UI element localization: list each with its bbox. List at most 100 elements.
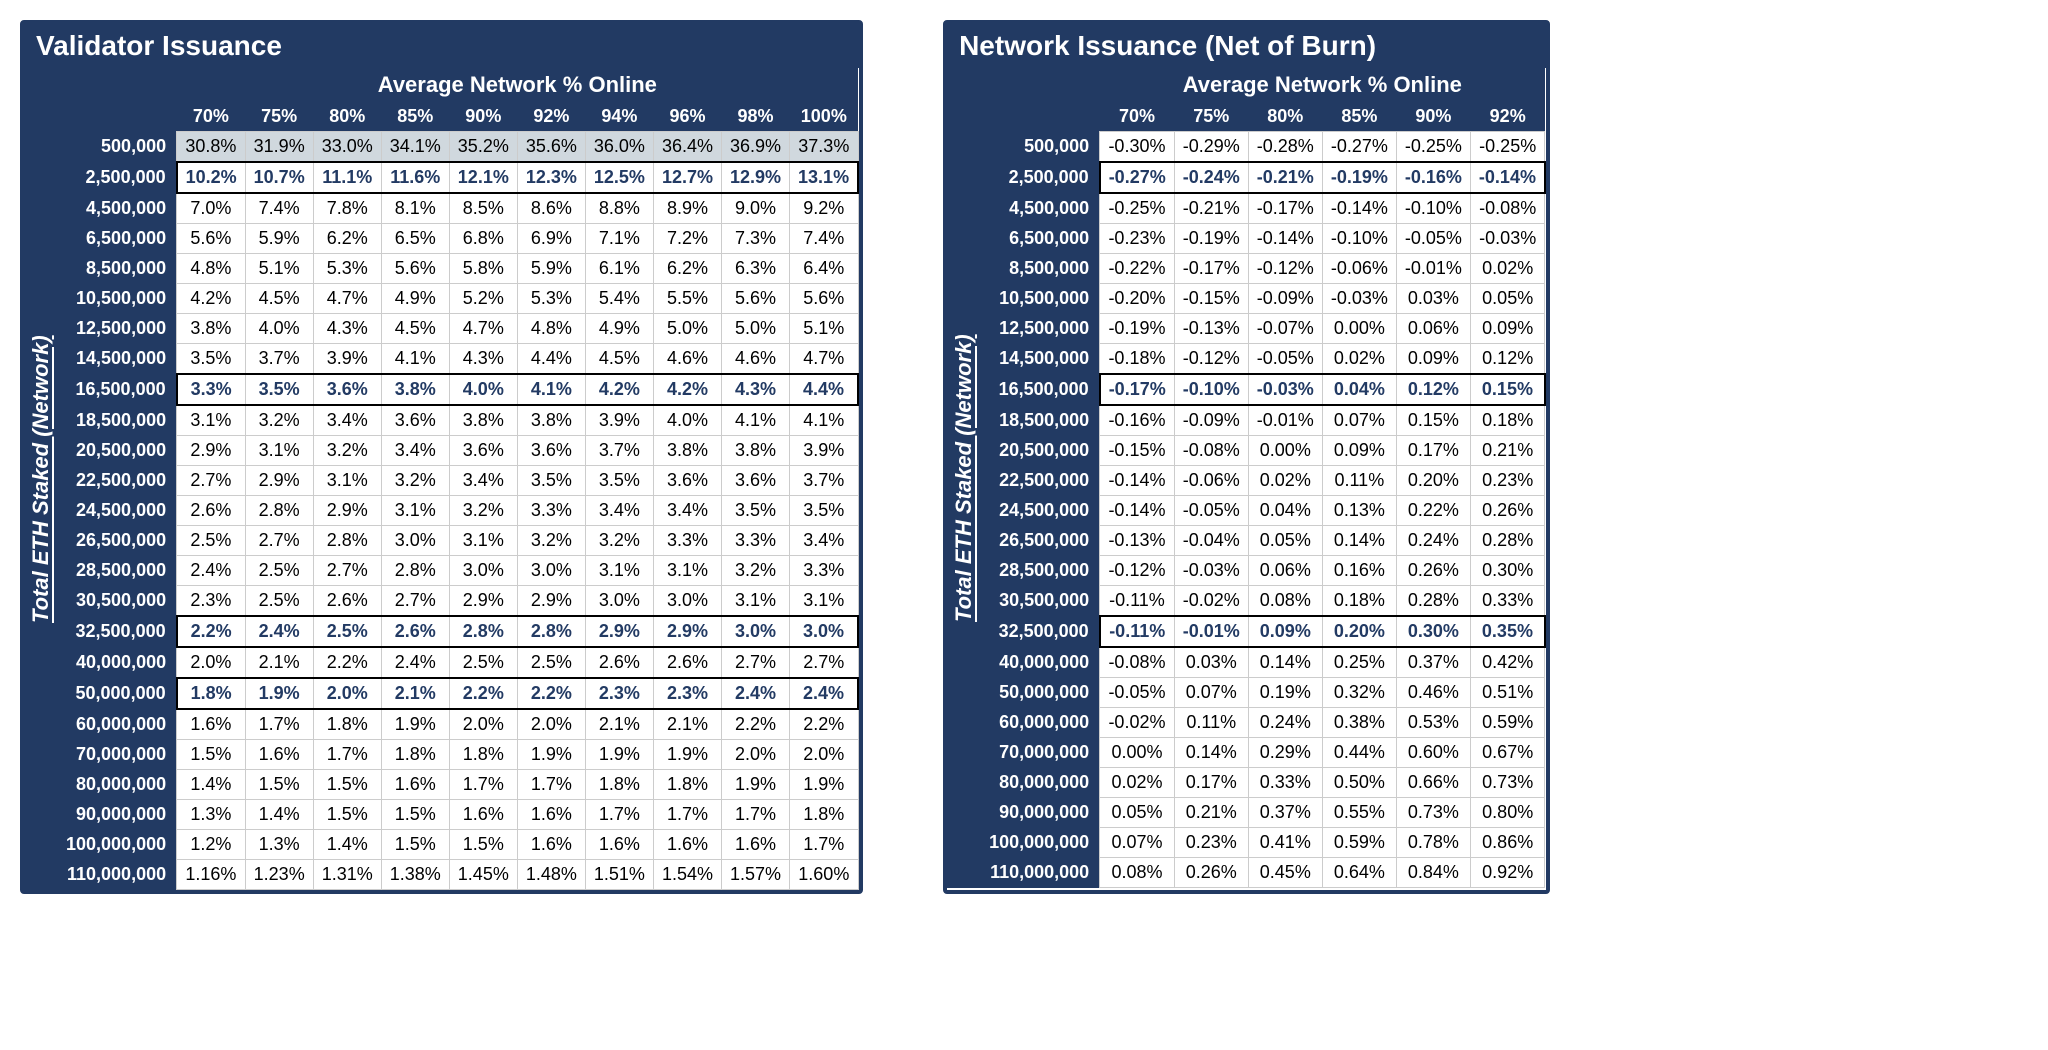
data-cell: 0.59% xyxy=(1470,708,1545,738)
data-cell: 3.8% xyxy=(721,436,789,466)
col-header: 98% xyxy=(721,102,789,132)
data-cell: -0.12% xyxy=(1100,556,1175,586)
data-cell: 1.5% xyxy=(449,830,517,860)
data-cell: 1.5% xyxy=(381,830,449,860)
data-cell: 2.7% xyxy=(245,526,313,556)
data-cell: 7.3% xyxy=(721,224,789,254)
data-cell: 5.3% xyxy=(313,254,381,284)
data-cell: -0.21% xyxy=(1248,162,1322,193)
corner-cell xyxy=(981,68,1100,102)
data-cell: -0.15% xyxy=(1100,436,1175,466)
data-cell: 0.92% xyxy=(1470,858,1545,888)
data-cell: 0.21% xyxy=(1470,436,1545,466)
data-cell: 3.3% xyxy=(721,526,789,556)
table-row: 28,500,0002.4%2.5%2.7%2.8%3.0%3.0%3.1%3.… xyxy=(58,556,858,586)
data-cell: 1.9% xyxy=(653,740,721,770)
row-header: 90,000,000 xyxy=(58,800,177,830)
row-header: 500,000 xyxy=(58,132,177,163)
data-cell: -0.13% xyxy=(1174,314,1248,344)
col-header: 90% xyxy=(449,102,517,132)
data-cell: 0.02% xyxy=(1248,466,1322,496)
data-table: Average Network % Online70%75%80%85%90%9… xyxy=(981,68,1546,888)
data-cell: 3.1% xyxy=(585,556,653,586)
data-cell: 2.4% xyxy=(381,647,449,678)
table-row: 28,500,000-0.12%-0.03%0.06%0.16%0.26%0.3… xyxy=(981,556,1545,586)
data-cell: 0.66% xyxy=(1396,768,1470,798)
data-cell: 1.54% xyxy=(653,860,721,890)
row-header: 40,000,000 xyxy=(58,647,177,678)
data-cell: 2.3% xyxy=(585,678,653,709)
data-cell: 2.1% xyxy=(653,709,721,740)
data-cell: 1.8% xyxy=(653,770,721,800)
data-cell: 0.30% xyxy=(1470,556,1545,586)
data-cell: 1.7% xyxy=(585,800,653,830)
data-cell: 2.6% xyxy=(381,616,449,647)
data-cell: -0.20% xyxy=(1100,284,1175,314)
data-cell: 1.6% xyxy=(585,830,653,860)
data-cell: 0.07% xyxy=(1322,405,1396,436)
data-cell: 1.23% xyxy=(245,860,313,890)
data-cell: 4.5% xyxy=(585,344,653,375)
data-cell: 11.6% xyxy=(381,162,449,193)
data-cell: 1.5% xyxy=(177,740,246,770)
row-header: 22,500,000 xyxy=(58,466,177,496)
data-cell: 2.7% xyxy=(721,647,789,678)
data-cell: 4.1% xyxy=(381,344,449,375)
table-row: 40,000,0002.0%2.1%2.2%2.4%2.5%2.5%2.6%2.… xyxy=(58,647,858,678)
data-cell: 5.2% xyxy=(449,284,517,314)
col-header: 100% xyxy=(790,102,859,132)
data-cell: 0.00% xyxy=(1248,436,1322,466)
data-cell: 0.14% xyxy=(1322,526,1396,556)
y-axis-label: Total ETH Staked (Network) xyxy=(947,68,981,888)
data-cell: 2.6% xyxy=(177,496,246,526)
data-cell: 4.0% xyxy=(653,405,721,436)
data-cell: 1.8% xyxy=(449,740,517,770)
data-cell: 12.3% xyxy=(517,162,585,193)
data-cell: 1.6% xyxy=(517,800,585,830)
data-cell: -0.06% xyxy=(1174,466,1248,496)
data-cell: 1.7% xyxy=(449,770,517,800)
data-cell: -0.17% xyxy=(1100,374,1175,405)
data-cell: 0.06% xyxy=(1396,314,1470,344)
data-cell: 0.21% xyxy=(1174,798,1248,828)
data-cell: 4.1% xyxy=(517,374,585,405)
row-header: 18,500,000 xyxy=(981,405,1100,436)
data-cell: 37.3% xyxy=(790,132,859,163)
table-row: 20,500,0002.9%3.1%3.2%3.4%3.6%3.6%3.7%3.… xyxy=(58,436,858,466)
data-cell: 7.0% xyxy=(177,193,246,224)
data-cell: 5.1% xyxy=(790,314,859,344)
row-header: 12,500,000 xyxy=(981,314,1100,344)
data-cell: 2.8% xyxy=(313,526,381,556)
row-header: 50,000,000 xyxy=(981,678,1100,708)
data-cell: 1.9% xyxy=(517,740,585,770)
col-header: 85% xyxy=(381,102,449,132)
data-cell: 2.0% xyxy=(517,709,585,740)
data-cell: 3.1% xyxy=(790,586,859,617)
row-header: 16,500,000 xyxy=(981,374,1100,405)
data-cell: 8.1% xyxy=(381,193,449,224)
data-cell: 34.1% xyxy=(381,132,449,163)
data-cell: -0.08% xyxy=(1174,436,1248,466)
data-cell: 0.18% xyxy=(1470,405,1545,436)
data-cell: -0.05% xyxy=(1396,224,1470,254)
data-cell: 13.1% xyxy=(790,162,859,193)
data-cell: 0.80% xyxy=(1470,798,1545,828)
data-cell: 4.8% xyxy=(517,314,585,344)
table-row: 12,500,0003.8%4.0%4.3%4.5%4.7%4.8%4.9%5.… xyxy=(58,314,858,344)
data-cell: 3.8% xyxy=(517,405,585,436)
data-cell: 0.00% xyxy=(1322,314,1396,344)
data-cell: 2.6% xyxy=(585,647,653,678)
data-cell: 1.16% xyxy=(177,860,246,890)
table-row: 32,500,0002.2%2.4%2.5%2.6%2.8%2.8%2.9%2.… xyxy=(58,616,858,647)
row-header: 14,500,000 xyxy=(58,344,177,375)
data-cell: 3.2% xyxy=(449,496,517,526)
data-cell: -0.16% xyxy=(1396,162,1470,193)
data-cell: 3.0% xyxy=(449,556,517,586)
data-cell: -0.11% xyxy=(1100,616,1175,647)
data-cell: 3.9% xyxy=(585,405,653,436)
data-cell: 2.9% xyxy=(653,616,721,647)
data-cell: 0.07% xyxy=(1100,828,1175,858)
data-cell: 3.2% xyxy=(313,436,381,466)
row-header: 30,500,000 xyxy=(58,586,177,617)
data-cell: 3.0% xyxy=(517,556,585,586)
